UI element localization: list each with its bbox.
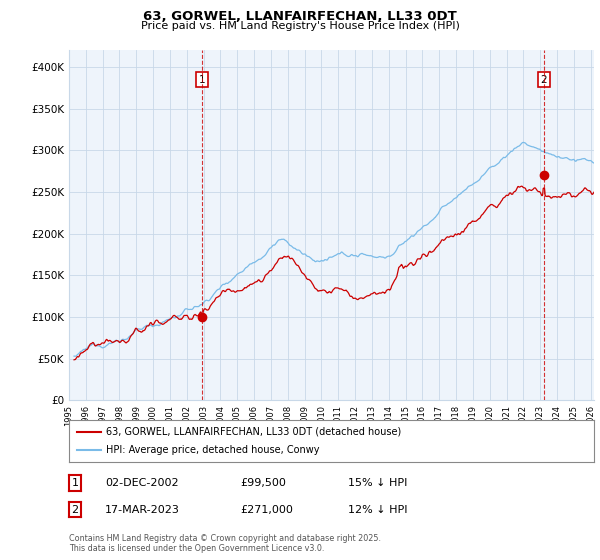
Text: 1: 1: [199, 74, 206, 85]
Text: 1: 1: [71, 478, 79, 488]
Text: Contains HM Land Registry data © Crown copyright and database right 2025.
This d: Contains HM Land Registry data © Crown c…: [69, 534, 381, 553]
Text: HPI: Average price, detached house, Conwy: HPI: Average price, detached house, Conw…: [106, 445, 319, 455]
Text: 63, GORWEL, LLANFAIRFECHAN, LL33 0DT: 63, GORWEL, LLANFAIRFECHAN, LL33 0DT: [143, 10, 457, 23]
Text: £99,500: £99,500: [240, 478, 286, 488]
Text: 2: 2: [71, 505, 79, 515]
Text: 17-MAR-2023: 17-MAR-2023: [105, 505, 180, 515]
Text: £271,000: £271,000: [240, 505, 293, 515]
Text: Price paid vs. HM Land Registry's House Price Index (HPI): Price paid vs. HM Land Registry's House …: [140, 21, 460, 31]
Text: 2: 2: [541, 74, 547, 85]
Text: 63, GORWEL, LLANFAIRFECHAN, LL33 0DT (detached house): 63, GORWEL, LLANFAIRFECHAN, LL33 0DT (de…: [106, 427, 401, 437]
Text: 15% ↓ HPI: 15% ↓ HPI: [348, 478, 407, 488]
Text: 02-DEC-2002: 02-DEC-2002: [105, 478, 179, 488]
Text: 12% ↓ HPI: 12% ↓ HPI: [348, 505, 407, 515]
